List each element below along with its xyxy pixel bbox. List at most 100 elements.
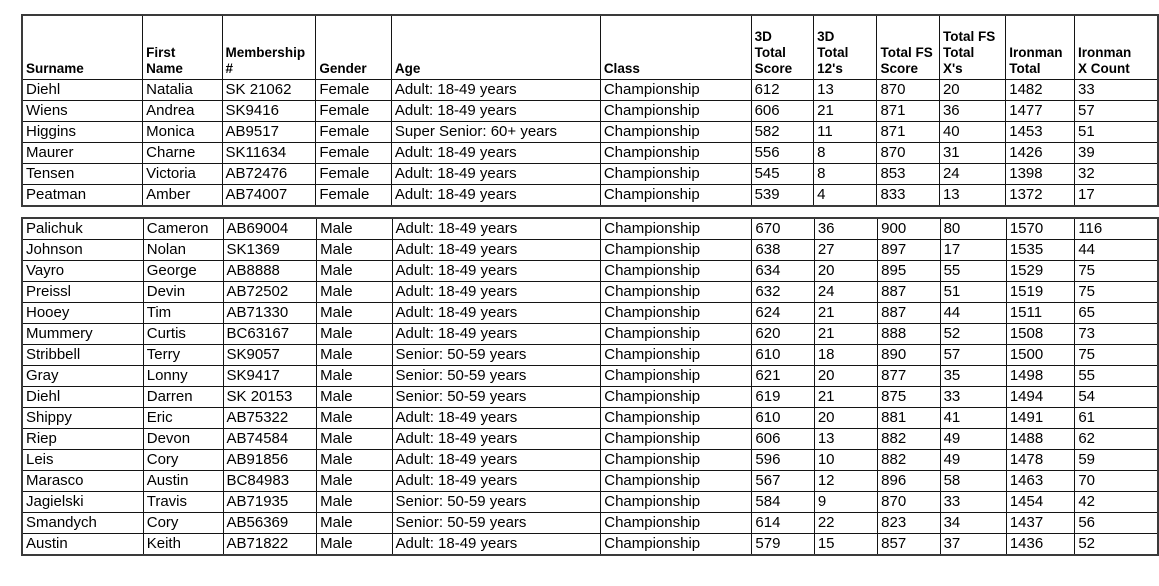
- cell-3d-total-score: 624: [751, 302, 815, 324]
- cell-total-fs-score: 882: [877, 449, 941, 471]
- cell-ironman-x-count: 54: [1074, 386, 1159, 408]
- cell-gender: Male: [316, 344, 393, 366]
- cell-age: Adult: 18-49 years: [391, 260, 602, 282]
- cell-3d-total-score: 582: [750, 120, 815, 143]
- cell-total-fs-score: 896: [877, 470, 941, 492]
- cell-membership: AB69004: [222, 217, 318, 240]
- table-row: Wiens Andrea SK9416 Female Adult: 18-49 year…: [21, 99, 1159, 122]
- cell-ironman-x-count: 62: [1074, 428, 1159, 450]
- column-header-ironman-x-count: Ironman X Count: [1073, 14, 1159, 80]
- cell-class: Championship: [600, 512, 753, 534]
- table-row: Gray Lonny SK9417 Male Senior: 50-59 years Ch…: [21, 365, 1159, 387]
- cell-class: Championship: [600, 323, 753, 345]
- cell-3d-total-12s: 4: [813, 183, 878, 206]
- cell-3d-total-12s: 20: [813, 260, 879, 282]
- cell-3d-total-score: 612: [750, 78, 815, 101]
- cell-3d-total-12s: 8: [813, 141, 878, 164]
- cell-class: Championship: [600, 344, 753, 366]
- cell-age: Senior: 50-59 years: [391, 365, 602, 387]
- cell-ironman-total: 1398: [1005, 162, 1075, 185]
- cell-ironman-total: 1437: [1005, 512, 1076, 534]
- cell-surname: Diehl: [21, 386, 144, 408]
- cell-total-fs-xs: 58: [939, 470, 1007, 492]
- cell-total-fs-score: 887: [877, 302, 941, 324]
- cell-surname: Stribbell: [21, 344, 144, 366]
- cell-age: Adult: 18-49 years: [390, 183, 601, 206]
- cell-ironman-x-count: 75: [1074, 344, 1159, 366]
- cell-3d-total-score: 638: [751, 239, 815, 261]
- cell-age: Senior: 50-59 years: [391, 491, 602, 513]
- cell-surname: Maurer: [21, 141, 144, 164]
- cell-gender: Male: [316, 281, 393, 303]
- cell-total-fs-score: 895: [877, 260, 941, 282]
- cell-class: Championship: [600, 386, 753, 408]
- cell-3d-total-score: 606: [751, 428, 815, 450]
- cell-ironman-total: 1454: [1005, 491, 1076, 513]
- cell-surname: Johnson: [21, 239, 144, 261]
- column-header-first-name: First Name: [142, 14, 223, 80]
- cell-ironman-x-count: 75: [1074, 281, 1159, 303]
- cell-age: Adult: 18-49 years: [391, 470, 602, 492]
- results-table-male-section: Palichuk Cameron AB69004 Male Adult: 18-49 y…: [21, 217, 1159, 556]
- cell-first-name: Devon: [142, 428, 224, 450]
- cell-ironman-total: 1477: [1005, 99, 1075, 122]
- cell-ironman-x-count: 59: [1074, 449, 1159, 471]
- cell-3d-total-score: 614: [751, 512, 815, 534]
- cell-age: Adult: 18-49 years: [391, 239, 602, 261]
- cell-3d-total-12s: 10: [813, 449, 879, 471]
- cell-3d-total-score: 606: [750, 99, 815, 122]
- cell-total-fs-xs: 13: [938, 183, 1007, 206]
- cell-3d-total-score: 620: [751, 323, 815, 345]
- table-row: Palichuk Cameron AB69004 Male Adult: 18-49 y…: [21, 217, 1159, 240]
- cell-surname: Jagielski: [21, 491, 144, 513]
- table-row: Vayro George AB8888 Male Adult: 18-49 years C…: [21, 260, 1159, 282]
- cell-gender: Male: [316, 491, 393, 513]
- cell-3d-total-12s: 20: [813, 365, 879, 387]
- cell-ironman-total: 1491: [1005, 407, 1076, 429]
- cell-class: Championship: [599, 120, 752, 143]
- cell-age: Senior: 50-59 years: [391, 386, 602, 408]
- cell-age: Adult: 18-49 years: [391, 449, 602, 471]
- cell-total-fs-score: 871: [876, 120, 940, 143]
- cell-gender: Male: [316, 323, 393, 345]
- cell-class: Championship: [599, 99, 752, 122]
- cell-membership: AB74007: [221, 183, 317, 206]
- cell-total-fs-xs: 40: [938, 120, 1007, 143]
- cell-ironman-x-count: 55: [1074, 365, 1159, 387]
- cell-total-fs-xs: 35: [939, 365, 1007, 387]
- cell-ironman-total: 1511: [1005, 302, 1076, 324]
- table-row: Hooey Tim AB71330 Male Adult: 18-49 years Cha…: [21, 302, 1159, 324]
- cell-gender: Female: [315, 141, 392, 164]
- cell-surname: Riep: [21, 428, 144, 450]
- cell-surname: Hooey: [21, 302, 144, 324]
- cell-class: Championship: [600, 407, 753, 429]
- cell-age: Adult: 18-49 years: [391, 217, 602, 240]
- cell-ironman-total: 1478: [1005, 449, 1076, 471]
- table-row: Jagielski Travis AB71935 Male Senior: 50-59 …: [21, 491, 1159, 513]
- cell-3d-total-12s: 20: [813, 407, 879, 429]
- cell-3d-total-score: 556: [750, 141, 815, 164]
- cell-total-fs-xs: 34: [939, 512, 1007, 534]
- cell-class: Championship: [600, 260, 753, 282]
- cell-ironman-total: 1519: [1005, 281, 1076, 303]
- cell-first-name: Amber: [142, 183, 223, 206]
- cell-membership: SK 20153: [222, 386, 318, 408]
- cell-first-name: Monica: [142, 120, 223, 143]
- male-rows: Palichuk Cameron AB69004 Male Adult: 18-49 y…: [21, 217, 1159, 556]
- table-row: Johnson Nolan SK1369 Male Adult: 18-49 years…: [21, 239, 1159, 261]
- cell-gender: Male: [316, 260, 393, 282]
- cell-surname: Marasco: [21, 470, 144, 492]
- cell-surname: Diehl: [21, 78, 144, 101]
- cell-membership: SK1369: [222, 239, 318, 261]
- cell-3d-total-12s: 15: [813, 533, 879, 556]
- cell-ironman-total: 1463: [1005, 470, 1076, 492]
- cell-ironman-total: 1508: [1005, 323, 1076, 345]
- cell-age: Adult: 18-49 years: [391, 428, 602, 450]
- cell-first-name: Curtis: [142, 323, 224, 345]
- cell-first-name: Andrea: [142, 99, 223, 122]
- cell-membership: AB91856: [222, 449, 318, 471]
- cell-first-name: Austin: [142, 470, 224, 492]
- cell-total-fs-score: 881: [877, 407, 941, 429]
- table-row: Maurer Charne SK11634 Female Adult: 18-49 ye…: [21, 141, 1159, 164]
- cell-ironman-total: 1498: [1005, 365, 1076, 387]
